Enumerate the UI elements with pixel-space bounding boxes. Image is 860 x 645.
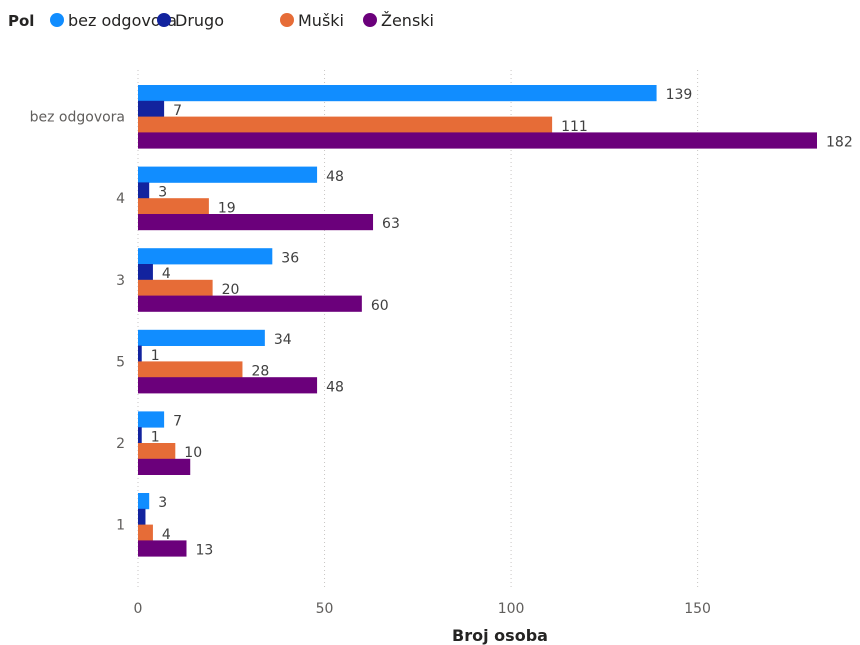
data-label: 48 [326,379,344,395]
category-axis: bez odgovora 4 3 5 2 1 [30,110,125,534]
data-label: 36 [281,250,299,266]
legend-marker-icon [50,13,64,27]
data-label: 60 [371,298,389,314]
bar-bez-odgovora[interactable] [138,329,265,346]
bar-drugo[interactable] [138,427,142,444]
data-label: 3 [158,495,167,511]
bar-muski[interactable] [138,279,213,296]
data-label: 1 [151,348,160,364]
bar-zenski[interactable] [138,132,817,149]
legend-item-muski[interactable]: Muški [280,11,344,30]
category-label: 4 [116,191,125,207]
bar-bez-odgovora[interactable] [138,166,318,183]
category-label: bez odgovora [30,110,125,126]
x-tick-label: 50 [316,601,334,617]
bar-bez-odgovora[interactable] [138,85,657,102]
data-label: 7 [173,414,182,430]
legend-label: Muški [298,11,344,30]
legend-item-drugo[interactable]: Drugo [157,11,224,30]
bar-muski[interactable] [138,361,243,378]
data-label: 1 [151,429,160,445]
bar-bez-odgovora[interactable] [138,493,150,510]
value-axis: 0 50 100 150 [134,601,711,617]
bar-bez-odgovora[interactable] [138,411,165,428]
bars [138,85,817,557]
legend-marker-icon [157,13,171,27]
data-label: 7 [173,103,182,119]
category-label: 5 [116,354,125,370]
legend-item-bez-odgovora[interactable]: bez odgovora [50,11,177,30]
data-label: 4 [162,527,171,543]
bar-drugo[interactable] [138,100,165,117]
legend-marker-icon [363,13,377,27]
data-label: 34 [274,332,292,348]
bar-drugo[interactable] [138,182,150,199]
bar-zenski[interactable] [138,377,318,394]
category-label: 3 [116,273,125,289]
bar-drugo[interactable] [138,508,146,525]
data-label: 3 [158,185,167,201]
legend-label: Drugo [175,11,224,30]
data-label: 48 [326,169,344,185]
category-label: 1 [116,518,125,534]
data-label: 19 [218,200,236,216]
data-label: 28 [251,364,269,380]
bar-zenski[interactable] [138,295,362,312]
data-label: 10 [184,445,202,461]
legend-item-zenski[interactable]: Ženski [363,11,434,30]
category-label: 2 [116,436,125,452]
bar-drugo[interactable] [138,345,142,362]
data-label: 182 [826,135,853,151]
legend-label: bez odgovora [68,11,177,30]
bar-bez-odgovora[interactable] [138,248,273,265]
bar-zenski[interactable] [138,458,191,475]
x-tick-label: 100 [498,601,525,617]
legend-title: Pol [8,12,34,30]
legend-marker-icon [280,13,294,27]
x-axis-title: Broj osoba [452,626,548,645]
bar-muski[interactable] [138,443,176,460]
bar-zenski[interactable] [138,540,187,557]
x-tick-label: 150 [684,601,711,617]
data-label: 139 [666,87,693,103]
data-label: 4 [162,266,171,282]
data-label: 111 [561,119,588,135]
bar-zenski[interactable] [138,214,374,231]
bar-muski[interactable] [138,116,553,133]
bar-muski[interactable] [138,524,153,541]
data-label: 13 [196,543,214,559]
data-label: 63 [382,216,400,232]
x-tick-label: 0 [134,601,143,617]
data-label: 20 [222,282,240,298]
bar-muski[interactable] [138,198,209,215]
legend-label: Ženski [381,11,434,30]
bar-drugo[interactable] [138,264,153,281]
